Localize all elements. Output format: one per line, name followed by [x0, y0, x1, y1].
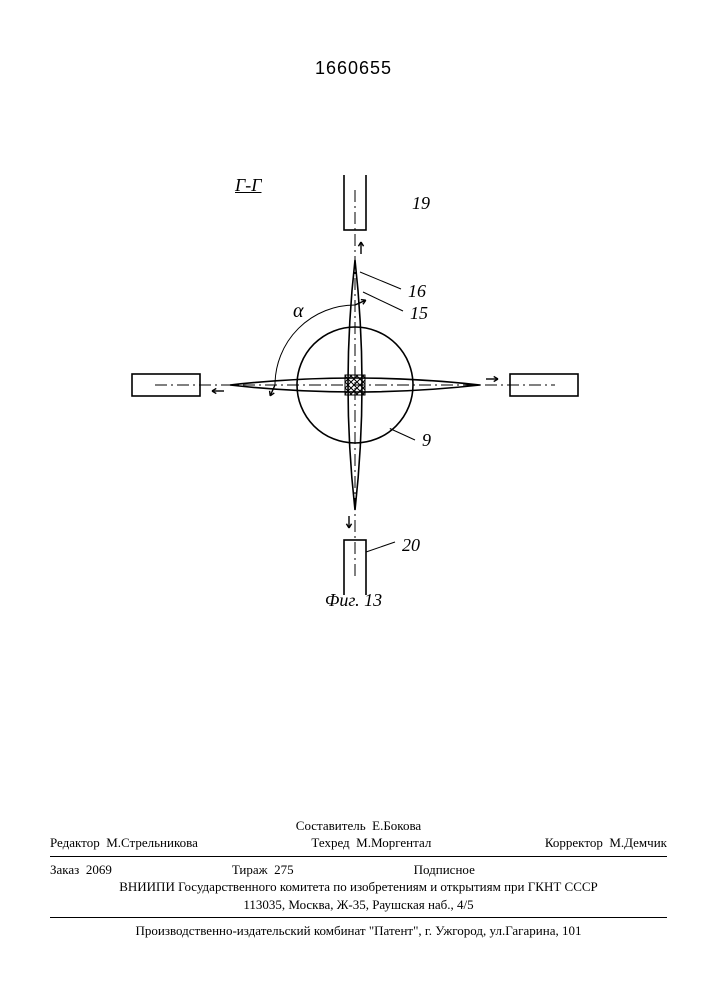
figure-caption: Фиг. 13	[0, 590, 707, 611]
editor-name: М.Стрельникова	[106, 835, 198, 850]
tech-ed: Техред М.Моргентал	[311, 834, 431, 852]
label-alpha: α	[293, 300, 304, 323]
order-line: Заказ 2069 Тираж 275 Подписное	[50, 861, 667, 879]
label-20: 20	[402, 535, 420, 556]
publisher-line: Производственно-издательский комбинат "П…	[50, 922, 667, 940]
address-line: 113035, Москва, Ж-35, Раушская наб., 4/5	[50, 896, 667, 914]
print-run: Тираж 275	[232, 861, 294, 879]
divider-1	[50, 856, 667, 857]
order: Заказ 2069	[50, 861, 112, 879]
label-16: 16	[408, 281, 426, 302]
divider-2	[50, 917, 667, 918]
editor: Редактор М.Стрельникова	[50, 834, 198, 852]
label-15: 15	[410, 303, 428, 324]
editor-label: Редактор	[50, 835, 100, 850]
proofreader: Корректор М.Демчик	[545, 834, 667, 852]
figure-svg	[120, 175, 590, 595]
credits-line: Редактор М.Стрельникова Техред М.Моргент…	[50, 834, 667, 852]
patent-number: 1660655	[0, 58, 707, 79]
label-9: 9	[422, 430, 431, 451]
compiler-label: Составитель	[296, 818, 366, 833]
printrun-value: 275	[274, 862, 294, 877]
order-label: Заказ	[50, 862, 79, 877]
compiler-line: Составитель Е.Бокова	[50, 817, 667, 835]
page: 1660655 Г-Г 19 16 15 9 20 α Фиг. 13 Сост…	[0, 0, 707, 1000]
proof-label: Корректор	[545, 835, 603, 850]
imprint-footer: Составитель Е.Бокова Редактор М.Стрельни…	[50, 817, 667, 940]
label-19: 19	[412, 193, 430, 214]
printrun-label: Тираж	[232, 862, 268, 877]
subscription: Подписное	[414, 861, 475, 879]
proof-name: М.Демчик	[609, 835, 667, 850]
teched-label: Техред	[311, 835, 349, 850]
figure-diagram: 19 16 15 9 20 α	[120, 175, 590, 595]
order-no: 2069	[86, 862, 112, 877]
compiler-name: Е.Бокова	[372, 818, 421, 833]
org-line: ВНИИПИ Государственного комитета по изоб…	[50, 878, 667, 896]
teched-name: М.Моргентал	[356, 835, 431, 850]
